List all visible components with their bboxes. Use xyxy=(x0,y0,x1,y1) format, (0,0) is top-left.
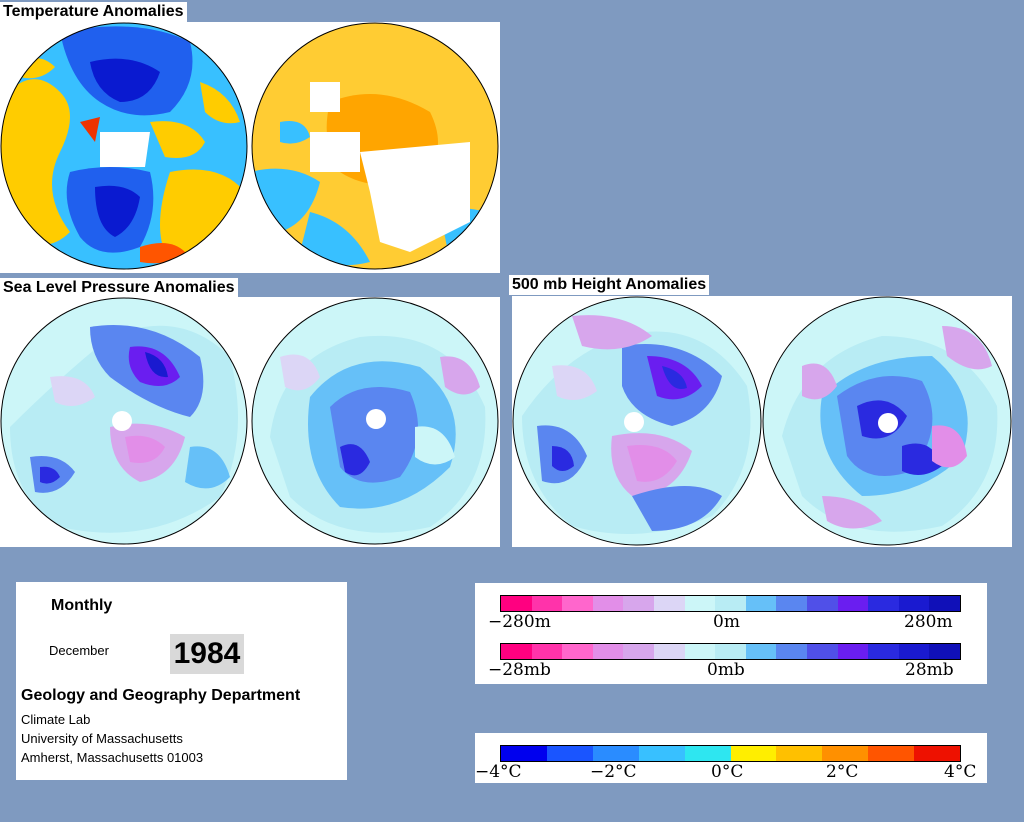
scale-swatch xyxy=(868,644,899,659)
scale-swatch xyxy=(868,746,915,761)
scale-swatch xyxy=(592,644,624,659)
slp-north-globe xyxy=(0,297,248,545)
year-label: 1984 xyxy=(170,634,244,674)
temperature-south-globe xyxy=(251,22,499,270)
scale-swatch xyxy=(776,596,807,611)
temp-label-minus4: −4°C xyxy=(475,762,522,782)
scale-swatch xyxy=(562,644,593,659)
scale-swatch xyxy=(623,596,654,611)
height-max-label: 280m xyxy=(904,612,953,632)
height500-north-globe xyxy=(512,296,762,546)
scale-swatch xyxy=(531,644,563,659)
scale-swatch xyxy=(638,746,685,761)
scale-swatch xyxy=(684,746,731,761)
pressure-scale-bar xyxy=(500,643,961,660)
height-scale-bar xyxy=(500,595,961,612)
info-panel: Monthly December 1984 Geology and Geogra… xyxy=(16,582,347,780)
scale-swatch xyxy=(592,596,624,611)
scale-swatch xyxy=(730,746,777,761)
scale-swatch xyxy=(822,746,869,761)
pressure-max-label: 28mb xyxy=(905,660,954,680)
temperature-scale-bar xyxy=(500,745,961,762)
scale-swatch xyxy=(684,644,716,659)
temp-label-plus4: 4°C xyxy=(944,762,977,782)
scale-swatch xyxy=(837,596,869,611)
scale-swatch xyxy=(501,644,532,659)
month-label: December xyxy=(49,643,109,658)
scale-swatch xyxy=(929,596,960,611)
address-label: Amherst, Massachusetts 01003 xyxy=(21,750,204,765)
lab-label: Climate Lab xyxy=(21,712,91,727)
scale-swatch xyxy=(653,596,685,611)
university-label: University of Massachusetts xyxy=(21,731,183,746)
scale-swatch xyxy=(501,746,547,761)
scale-swatch xyxy=(715,596,746,611)
scale-swatch xyxy=(806,644,838,659)
scale-swatch xyxy=(868,596,899,611)
scale-swatch xyxy=(745,596,777,611)
scale-swatch xyxy=(623,644,654,659)
period-label: Monthly xyxy=(51,597,113,614)
scale-swatch xyxy=(592,746,639,761)
scale-swatch xyxy=(776,644,807,659)
scale-swatch xyxy=(837,644,869,659)
height-min-label: −280m xyxy=(488,612,551,632)
scale-swatch xyxy=(684,596,716,611)
slp-title: Sea Level Pressure Anomalies xyxy=(0,278,238,298)
height500-title: 500 mb Height Anomalies xyxy=(509,275,710,295)
slp-south-globe xyxy=(251,297,499,545)
scale-swatch xyxy=(546,746,593,761)
scale-swatch xyxy=(501,596,532,611)
scale-swatch xyxy=(929,644,960,659)
scale-swatch xyxy=(776,746,823,761)
scale-swatch xyxy=(806,596,838,611)
pressure-min-label: −28mb xyxy=(488,660,551,680)
temperature-title: Temperature Anomalies xyxy=(0,2,187,22)
scale-swatch xyxy=(562,596,593,611)
height-zero-label: 0m xyxy=(713,612,740,632)
scale-swatch xyxy=(715,644,746,659)
scale-swatch xyxy=(898,596,930,611)
temperature-north-globe xyxy=(0,22,248,270)
scale-swatch xyxy=(531,596,563,611)
scale-swatch xyxy=(653,644,685,659)
scale-swatch xyxy=(914,746,961,761)
temp-label-plus2: 2°C xyxy=(826,762,859,782)
department-label: Geology and Geography Department xyxy=(21,687,301,704)
height500-south-globe xyxy=(762,296,1012,546)
temp-label-zero: 0°C xyxy=(711,762,744,782)
scale-swatch xyxy=(745,644,777,659)
scale-swatch xyxy=(898,644,930,659)
pressure-zero-label: 0mb xyxy=(707,660,745,680)
temp-label-minus2: −2°C xyxy=(590,762,637,782)
